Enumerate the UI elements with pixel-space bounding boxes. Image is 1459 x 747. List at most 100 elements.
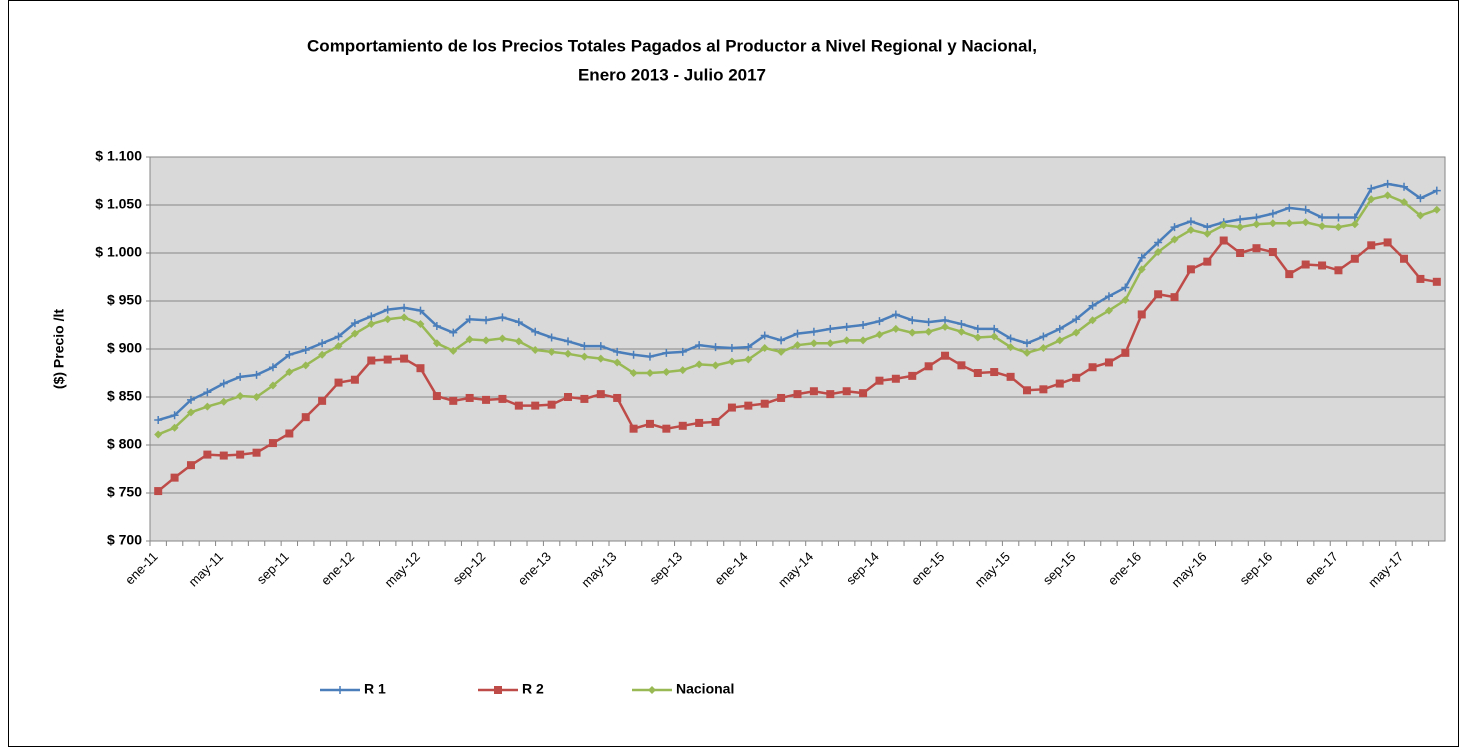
data-point	[1383, 179, 1392, 188]
data-point	[564, 337, 573, 346]
data-point	[154, 430, 163, 439]
data-point	[400, 303, 409, 312]
data-point	[531, 327, 540, 336]
data-point	[219, 397, 228, 406]
data-point	[580, 342, 589, 351]
data-point	[1285, 203, 1294, 212]
data-point	[596, 390, 605, 399]
data-point	[1268, 248, 1277, 257]
data-point	[1367, 184, 1376, 193]
legend-label: Nacional	[676, 681, 734, 697]
data-point	[186, 461, 195, 470]
data-point	[465, 393, 474, 402]
data-point	[973, 324, 982, 333]
data-point	[219, 379, 228, 388]
data-point	[334, 378, 343, 387]
data-point	[1055, 324, 1064, 333]
data-point	[1022, 348, 1031, 357]
data-point	[941, 322, 950, 331]
data-point	[383, 355, 392, 364]
data-point	[1039, 344, 1048, 353]
data-point	[777, 393, 786, 402]
data-point	[186, 395, 195, 404]
data-point	[1006, 372, 1015, 381]
data-point	[1416, 211, 1425, 220]
data-point	[547, 400, 556, 409]
data-point	[400, 354, 409, 363]
data-point	[301, 345, 310, 354]
data-point	[547, 333, 556, 342]
data-point	[1022, 386, 1031, 395]
data-point	[826, 339, 835, 348]
y-tick-label: $ 800	[107, 436, 142, 452]
data-point	[1186, 225, 1195, 234]
data-point	[826, 390, 835, 399]
data-point	[432, 321, 441, 330]
data-point	[908, 328, 917, 337]
y-tick-label: $ 1.000	[95, 244, 142, 260]
data-point	[1383, 191, 1392, 200]
data-point	[1268, 219, 1277, 228]
data-point	[678, 366, 687, 375]
data-point	[1137, 310, 1146, 319]
data-point	[367, 312, 376, 321]
legend-marker	[648, 686, 656, 694]
data-point	[760, 331, 769, 340]
data-point	[1022, 339, 1031, 348]
data-point	[891, 374, 900, 383]
data-point	[662, 368, 671, 377]
data-point	[678, 421, 687, 430]
data-point	[629, 350, 638, 359]
data-point	[924, 362, 933, 371]
data-point	[990, 332, 999, 341]
data-point	[842, 322, 851, 331]
data-point	[613, 347, 622, 356]
data-point	[350, 329, 359, 338]
y-tick-label: $ 1.100	[95, 148, 142, 164]
data-point	[793, 390, 802, 399]
data-point	[432, 392, 441, 401]
data-point	[793, 341, 802, 350]
data-point	[334, 342, 343, 351]
data-point	[268, 439, 277, 448]
data-point	[1219, 236, 1228, 245]
data-point	[908, 316, 917, 325]
data-point	[1088, 316, 1097, 325]
data-point	[301, 361, 310, 370]
data-point	[170, 411, 179, 420]
data-point	[695, 360, 704, 369]
data-point	[1285, 270, 1294, 279]
data-point	[1383, 238, 1392, 247]
data-point	[957, 320, 966, 329]
data-point	[891, 310, 900, 319]
data-point	[252, 448, 261, 457]
data-point	[777, 347, 786, 356]
data-point	[613, 358, 622, 367]
data-point	[908, 371, 917, 380]
data-point	[662, 424, 671, 433]
data-point	[432, 339, 441, 348]
data-point	[1400, 182, 1409, 191]
data-point	[219, 451, 228, 460]
data-point	[465, 315, 474, 324]
data-point	[1137, 253, 1146, 262]
chart-title: Comportamiento de los Precios Totales Pa…	[307, 36, 1037, 55]
data-point	[1006, 334, 1015, 343]
data-point	[678, 347, 687, 356]
data-point	[1350, 220, 1359, 229]
data-point	[1285, 219, 1294, 228]
data-point	[1219, 221, 1228, 230]
data-point	[941, 316, 950, 325]
data-point	[482, 336, 491, 345]
y-tick-label: $ 850	[107, 388, 142, 404]
data-point	[498, 334, 507, 343]
data-point	[498, 313, 507, 322]
data-point	[285, 350, 294, 359]
data-point	[580, 352, 589, 361]
data-point	[744, 355, 753, 364]
data-point	[1367, 195, 1376, 204]
legend-marker	[336, 686, 344, 694]
data-point	[1104, 292, 1113, 301]
data-point	[416, 320, 425, 329]
